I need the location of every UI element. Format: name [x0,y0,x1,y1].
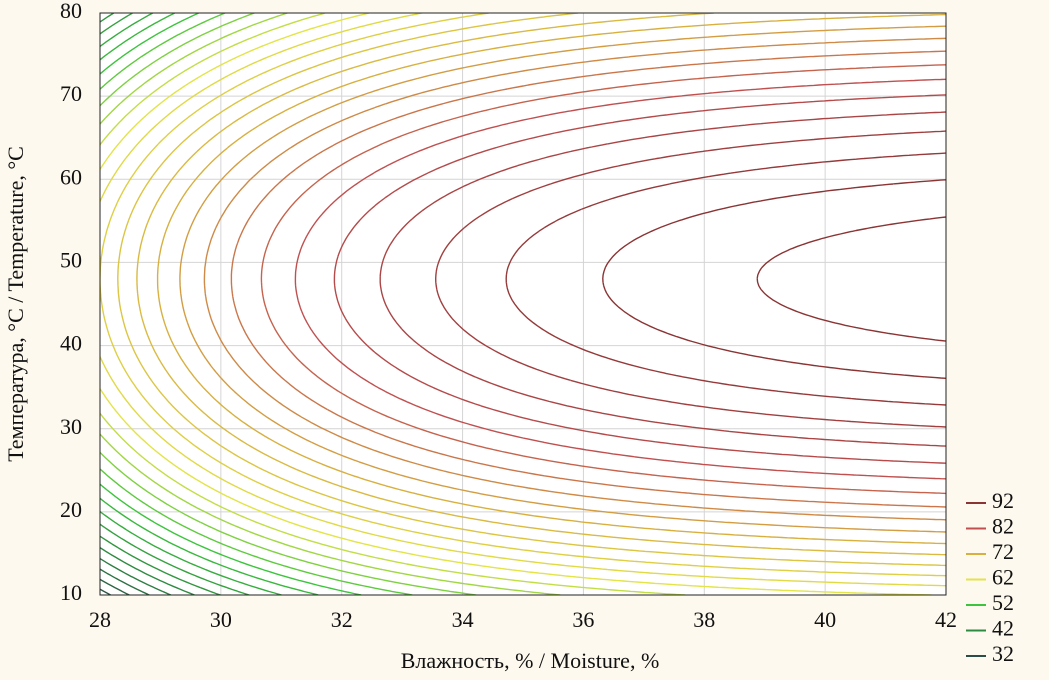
contour-line [203,37,946,521]
contour-line [294,78,946,480]
contour-line [435,130,946,428]
contour-line [100,13,250,595]
y-tick-label: 70 [60,81,82,106]
legend-label: 52 [992,590,1014,615]
x-tick-label: 30 [210,607,232,632]
x-axis-label: Влажность, % / Moisture, % [401,648,660,673]
legend-label: 92 [992,488,1014,513]
contour-line [260,64,946,495]
legend-label: 82 [992,514,1014,539]
y-tick-label: 30 [60,414,82,439]
x-tick-label: 32 [331,607,353,632]
legend-label: 72 [992,539,1014,564]
contour-line [100,13,686,595]
legend-label: 32 [992,641,1014,666]
contour-line [100,13,282,595]
plot-frame [99,12,947,596]
contour-line [100,13,946,577]
contour-line [100,13,319,595]
contour-line [230,50,946,508]
contour-line [756,216,946,342]
y-tick-label: 60 [60,164,82,189]
x-tick-label: 42 [935,607,957,632]
contour-line [100,588,111,595]
legend-label: 42 [992,616,1014,641]
contour-line [100,558,172,595]
contour-line [156,13,946,545]
y-axis-label: Температура, °C / Temperature, °C [3,146,28,462]
contour-line [505,152,946,406]
y-tick-label: 10 [60,580,82,605]
x-tick-label: 38 [693,607,715,632]
contours [100,13,946,595]
y-tick-label: 80 [60,0,82,23]
x-tick-label: 28 [89,607,111,632]
contour-line [333,94,946,464]
contour-line [100,13,362,595]
contour-line [136,13,946,556]
legend-label: 62 [992,565,1014,590]
y-tick-label: 50 [60,247,82,272]
contour-line [100,13,413,595]
y-tick-label: 20 [60,497,82,522]
contour-line [100,13,946,587]
contour-line [179,25,946,533]
contour-line [100,578,130,595]
contour-line [100,13,932,595]
contour-line [602,179,946,379]
contour-line [100,13,221,595]
contour-line [379,111,946,447]
contour-line [100,547,195,595]
x-tick-label: 36 [572,607,594,632]
x-tick-label: 40 [814,607,836,632]
plot-area [100,13,946,595]
y-tick-label: 40 [60,331,82,356]
contour-line [117,13,946,567]
x-tick-label: 34 [452,607,474,632]
